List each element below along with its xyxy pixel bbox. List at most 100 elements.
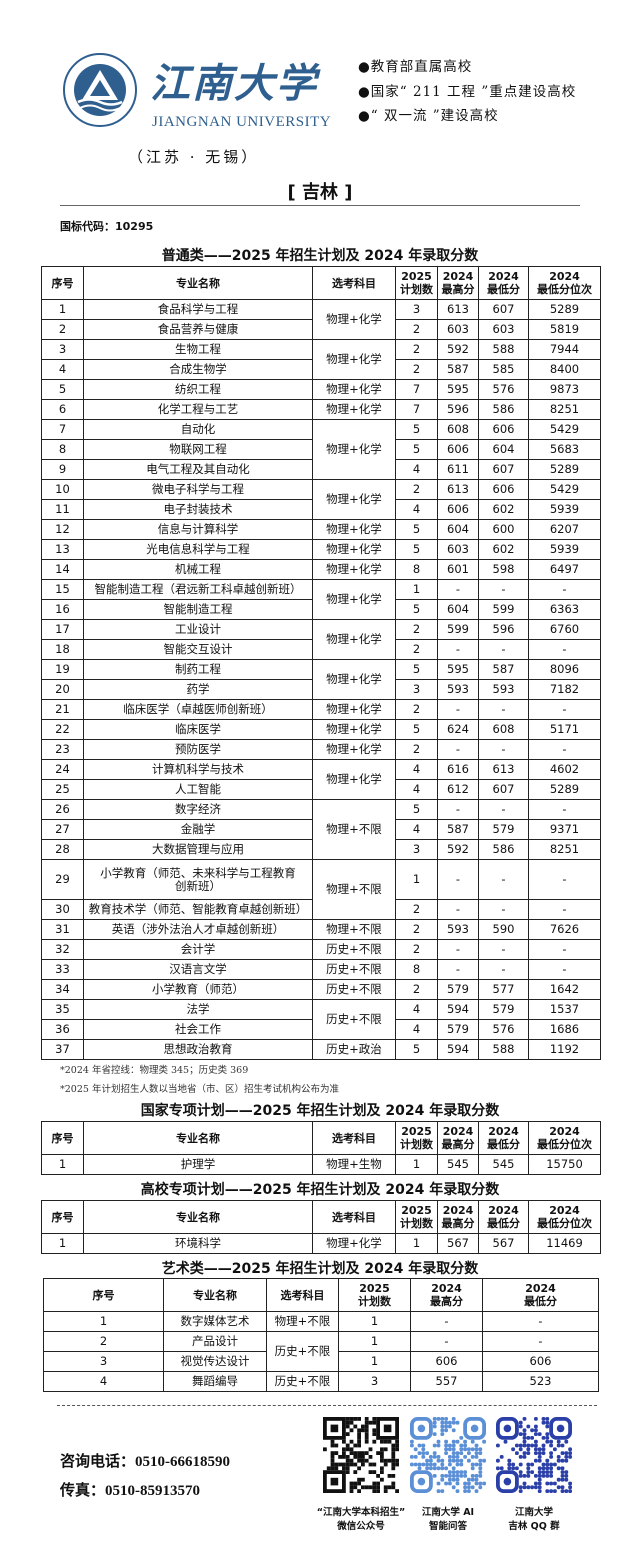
min-rank-cell: 8251 <box>528 399 601 420</box>
major-name-cell: 微电子科学与工程 <box>83 479 313 500</box>
column-header: 2025 计划数 <box>395 266 438 300</box>
seq-cell: 1 <box>43 1311 164 1332</box>
seq-cell: 37 <box>41 1039 84 1060</box>
seq-cell: 10 <box>41 479 84 500</box>
min-score-cell: 606 <box>478 419 529 440</box>
major-name-cell: 英语（涉外法治人才卓越创新班） <box>83 919 313 940</box>
subject-cell: 物理+化学 <box>312 759 396 800</box>
seq-cell: 29 <box>41 859 84 900</box>
column-header: 2024 最高分 <box>410 1278 483 1312</box>
column-header: 2024 最低分位次 <box>528 1200 601 1234</box>
caption-line: “江南大学本科招生” <box>316 1507 406 1518</box>
plan-cell: 2 <box>395 319 438 340</box>
seq-cell: 2 <box>41 319 84 340</box>
min-rank-cell: - <box>528 639 601 660</box>
min-rank-cell: 7626 <box>528 919 601 940</box>
min-rank-cell: - <box>528 699 601 720</box>
max-score-cell: 593 <box>437 919 479 940</box>
subject-cell: 物理+化学 <box>312 699 396 720</box>
consult-phone: 咨询电话：0510-66618590 <box>60 1454 230 1470</box>
logo-english-name: JIANGNAN UNIVERSITY <box>152 114 332 130</box>
subject-cell: 物理+化学 <box>312 299 396 340</box>
table-row: 1 数字媒体艺术 物理+不限 1- - <box>43 1311 599 1332</box>
plan-cell: 4 <box>395 499 438 520</box>
major-name-cell: 小学教育（师范、未来科学与工程教育创新班） <box>83 859 313 900</box>
art-admission-table: 序号 专业名称 选考科目 2025 计划数 2024 最高分 2024 最低分 1 数字媒体艺术 物理… <box>43 1278 599 1392</box>
column-header: 2024 最低分位次 <box>528 1121 601 1155</box>
major-name-cell: 教育技术学（师范、智能教育卓越创新班） <box>83 899 313 920</box>
max-score-cell: 603 <box>437 539 479 560</box>
min-score-cell: 590 <box>478 919 529 940</box>
major-name-cell: 小学教育（师范） <box>83 979 313 1000</box>
seq-cell: 26 <box>41 799 84 820</box>
table-row: 13 光电信息科学与工程 物理+化学 5 603 602 5939 <box>41 539 601 560</box>
plan-cell: 4 <box>395 459 438 480</box>
plan-cell: 5 <box>395 519 438 540</box>
major-name-cell: 电子封装技术 <box>83 499 313 520</box>
min-score-cell: - <box>478 959 529 980</box>
plan-cell: 7 <box>395 379 438 400</box>
seq-cell: 9 <box>41 459 84 480</box>
min-rank-cell: 6760 <box>528 619 601 640</box>
national-special-table: 序号 专业名称 选考科目 2025 计划数 2024 最高分 2024 最低分 2024 最低分位次… <box>41 1121 601 1175</box>
min-rank-cell: 5171 <box>528 719 601 740</box>
seq-cell: 30 <box>41 899 84 920</box>
ai-qa-qr-code[interactable] <box>410 1417 486 1493</box>
min-score-cell: 602 <box>478 499 529 520</box>
table-row: 1 护理学 物理+生物 1 545 545 15750 <box>41 1154 601 1175</box>
subject-cell: 物理+不限 <box>312 799 396 860</box>
max-score-cell: 587 <box>437 819 479 840</box>
min-score-cell: - <box>478 639 529 660</box>
min-rank-cell: 5429 <box>528 419 601 440</box>
plan-cell: 5 <box>395 439 438 460</box>
min-rank-cell: 7182 <box>528 679 601 700</box>
column-header: 2024 最高分 <box>437 1200 479 1234</box>
min-score-cell: 603 <box>478 319 529 340</box>
max-score-cell: 545 <box>437 1154 479 1175</box>
min-rank-cell: 6207 <box>528 519 601 540</box>
seq-cell: 25 <box>41 779 84 800</box>
qr-caption-wechat: “江南大学本科招生” 微信公众号 <box>306 1506 416 1534</box>
max-score-cell: 606 <box>437 499 479 520</box>
min-score-cell: 579 <box>478 999 529 1020</box>
plan-cell: 5 <box>395 799 438 820</box>
subject-cell: 物理+化学 <box>312 559 396 580</box>
plan-cell: 4 <box>395 819 438 840</box>
major-name-cell: 纺织工程 <box>83 379 313 400</box>
table-row: 2 产品设计 历史+不限 1- - <box>43 1331 599 1372</box>
caption-line: 吉林 QQ 群 <box>508 1521 560 1532</box>
column-header: 选考科目 <box>312 266 396 300</box>
column-header: 序号 <box>41 1121 84 1155</box>
seq-cell: 3 <box>43 1351 164 1372</box>
plan-cell: 5 <box>395 419 438 440</box>
major-name-cell: 制药工程 <box>83 659 313 680</box>
subject-cell: 历史+不限 <box>266 1371 339 1392</box>
caption-line: 江南大学 AI <box>421 1507 475 1518</box>
wechat-qr-code[interactable] <box>323 1417 399 1493</box>
subject-cell: 历史+不限 <box>266 1331 339 1372</box>
plan-cell: 8 <box>395 959 438 980</box>
min-score-cell: 585 <box>478 359 529 380</box>
subject-cell: 物理+化学 <box>312 399 396 420</box>
qr-caption-ai: 江南大学 AI 智能问答 <box>393 1506 503 1534</box>
min-score-cell: 606 <box>478 479 529 500</box>
min-rank-cell: 9873 <box>528 379 601 400</box>
plan-cell: 2 <box>395 979 438 1000</box>
major-name-cell: 汉语言文学 <box>83 959 313 980</box>
logo-chinese-name: 江南大学 <box>150 60 318 107</box>
table-row: 21 临床医学（卓越医师创新班） 物理+化学 2- - - <box>41 699 601 720</box>
qq-group-qr-code[interactable] <box>496 1417 572 1493</box>
max-score-cell: 595 <box>437 659 479 680</box>
max-score-cell: 611 <box>437 459 479 480</box>
national-table-title: 国家专项计划——2025 年招生计划及 2024 年录取分数 <box>140 1103 500 1119</box>
table-row: 2 食品营养与健康 2 603 603 5819 <box>41 319 601 340</box>
major-name-cell: 临床医学 <box>83 719 313 740</box>
header-row: 序号 专业名称 选考科目 2025 计划数 2024 最高分 2024 最低分 <box>43 1278 599 1312</box>
min-score-cell: 607 <box>478 779 529 800</box>
min-rank-cell: 5683 <box>528 439 601 460</box>
table-row: 19 制药工程 物理+化学 5 595 587 8096 <box>41 659 601 700</box>
table-row: 3 生物工程 物理+化学 2 592 588 7944 <box>41 339 601 380</box>
seq-cell: 17 <box>41 619 84 640</box>
major-name-cell: 计算机科学与技术 <box>83 759 313 780</box>
min-rank-cell: 6363 <box>528 599 601 620</box>
